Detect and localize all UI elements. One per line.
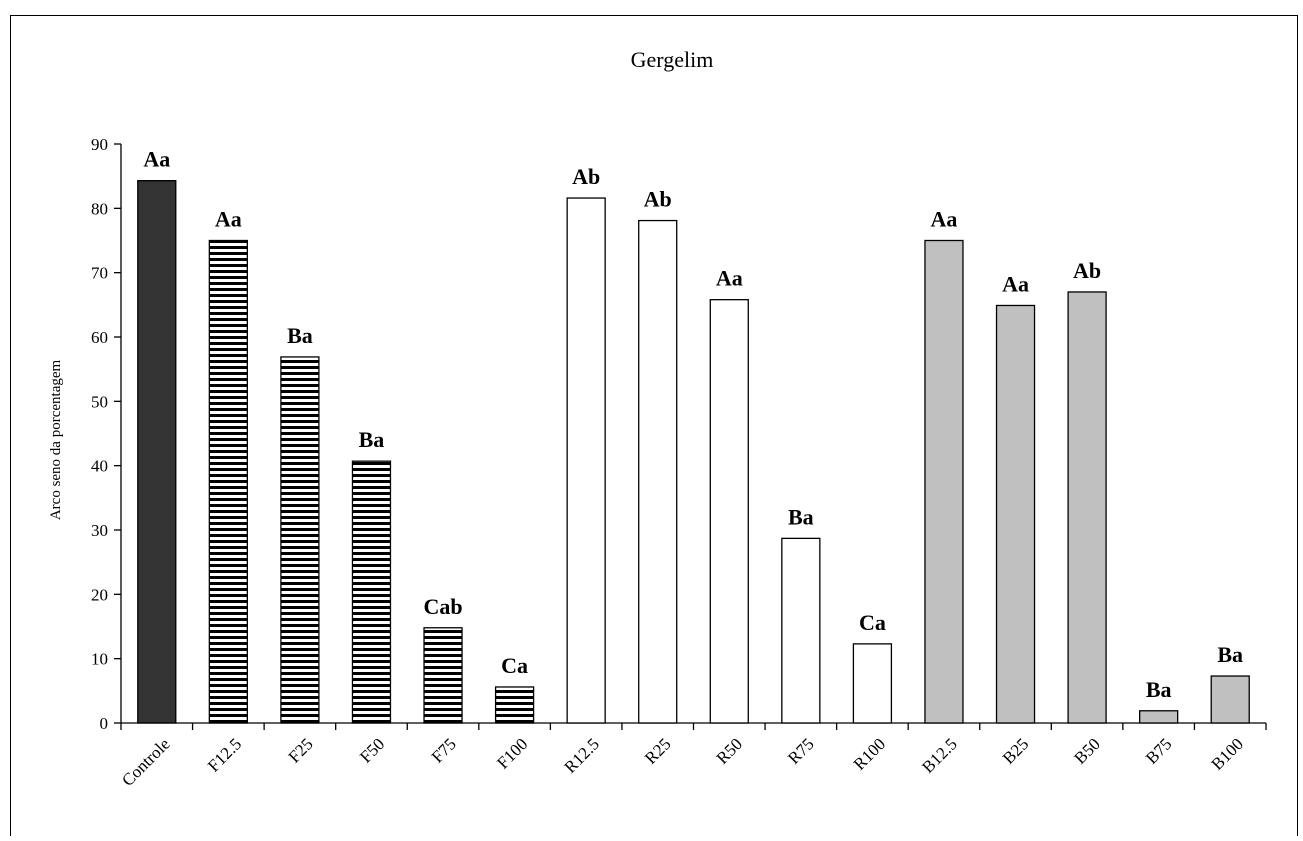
x-tick-label: B100 xyxy=(1208,734,1247,773)
x-tick-label: R25 xyxy=(641,734,674,767)
x-tick-label: F100 xyxy=(493,734,531,772)
bar-r75 xyxy=(781,537,821,724)
bar-data-label: Aa xyxy=(716,266,743,291)
bar-controle xyxy=(137,180,177,724)
bar-data-label: Ba xyxy=(287,323,313,348)
x-tick-label: F25 xyxy=(285,734,317,766)
bar-data-label: Ab xyxy=(644,187,672,212)
x-tick-label: R12.5 xyxy=(560,734,602,776)
x-tick-label: F12.5 xyxy=(204,734,245,775)
bar-data-label: Aa xyxy=(143,147,170,172)
bar-b50 xyxy=(1067,291,1107,724)
y-tick-label: 30 xyxy=(91,521,108,540)
y-axis-label: Arco seno da porcentagem xyxy=(48,359,64,520)
bar-data-label: Ab xyxy=(572,164,600,189)
y-tick-label: 60 xyxy=(91,328,108,347)
bar-data-label: Ba xyxy=(1217,642,1243,667)
bar-data-label: Ba xyxy=(359,427,385,452)
bar-b25 xyxy=(995,304,1036,724)
bar-r25 xyxy=(638,219,678,724)
x-tick-label: F75 xyxy=(428,734,460,766)
y-tick-label: 10 xyxy=(91,650,108,669)
bar-b12-5 xyxy=(924,239,964,724)
bar-data-label: Ab xyxy=(1073,258,1101,283)
bar-r100 xyxy=(852,643,893,724)
y-tick-label: 70 xyxy=(91,264,108,283)
x-tick-label: B50 xyxy=(1070,734,1103,767)
y-tick-label: 90 xyxy=(91,135,108,154)
bar-r50 xyxy=(709,299,749,724)
x-tick-label: Controle xyxy=(118,734,174,790)
y-tick-label: 0 xyxy=(100,714,109,733)
bar-data-label: Ca xyxy=(859,610,886,635)
bar-data-label: Ba xyxy=(1146,677,1172,702)
bar-f25 xyxy=(280,356,320,724)
bar-f12-5 xyxy=(208,239,248,724)
bar-data-label: Aa xyxy=(215,207,242,232)
x-tick-label: B75 xyxy=(1142,734,1175,767)
x-tick-label: F50 xyxy=(356,734,388,766)
bar-data-label: Aa xyxy=(931,207,958,232)
x-tick-label: R50 xyxy=(713,734,746,767)
bar-f100 xyxy=(494,686,535,724)
bar-f50 xyxy=(351,460,392,724)
chart-title: Gergelim xyxy=(631,47,714,72)
bar-data-label: Aa xyxy=(1002,271,1029,296)
y-tick-label: 40 xyxy=(91,457,108,476)
x-tick-label: R75 xyxy=(784,734,817,767)
bar-data-label: Ca xyxy=(501,653,528,678)
bar-data-label: Ba xyxy=(788,504,814,529)
x-tick-label: B25 xyxy=(999,734,1032,767)
y-tick-label: 20 xyxy=(91,585,108,604)
bar-b100 xyxy=(1210,675,1250,724)
y-tick-label: 80 xyxy=(91,199,108,218)
bar-f75 xyxy=(423,627,463,724)
x-tick-label: R100 xyxy=(850,734,889,773)
bar-data-label: Cab xyxy=(423,594,462,619)
bar-r12-5 xyxy=(566,197,606,724)
x-tick-label: B12.5 xyxy=(918,734,960,776)
y-tick-label: 50 xyxy=(91,392,108,411)
bar-b75 xyxy=(1139,710,1179,724)
